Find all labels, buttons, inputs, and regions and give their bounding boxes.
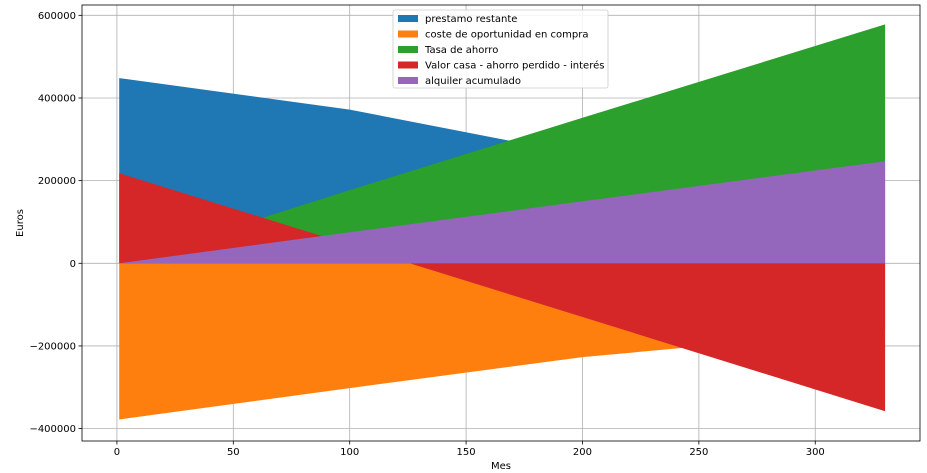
y-tick-label-4: 400000 <box>38 93 76 104</box>
legend-label-3: Valor casa - ahorro perdido - interés <box>425 60 604 72</box>
y-ticks: −400000 −200000 0 200000 400000 600000 <box>29 11 82 435</box>
legend-swatch-4 <box>398 77 418 84</box>
x-axis-label: Mes <box>491 461 511 472</box>
y-tick-label-2: 0 <box>70 259 76 270</box>
x-tick-label-3: 150 <box>457 447 476 458</box>
legend-label-2: Tasa de ahorro <box>424 45 498 56</box>
x-ticks: 0 50 100 150 200 250 300 <box>114 441 825 458</box>
plot-frame <box>81 4 921 442</box>
x-tick-label-5: 250 <box>689 447 708 458</box>
legend-swatch-0 <box>398 15 418 22</box>
series-area-4 <box>119 161 886 264</box>
legend: prestamo restante coste de oportunidad en… <box>392 9 609 89</box>
y-axis-label: Euros <box>15 209 26 237</box>
y-tick-label-1: −200000 <box>29 341 76 352</box>
x-tick-label-6: 300 <box>806 447 825 458</box>
x-tick-label-2: 100 <box>340 447 359 458</box>
legend-swatch-3 <box>398 61 418 69</box>
x-tick-label-0: 0 <box>114 447 120 458</box>
series-areas <box>119 24 886 420</box>
legend-label-0: prestamo restante <box>425 14 517 25</box>
x-tick-label-1: 50 <box>227 447 240 458</box>
legend-label-1: coste de oportunidad en compra <box>425 30 588 41</box>
legend-label-4: alquiler acumulado <box>425 76 521 87</box>
x-tick-label-4: 200 <box>573 447 592 458</box>
legend-swatch-2 <box>398 46 418 53</box>
legend-box <box>392 9 609 89</box>
y-tick-label-0: −400000 <box>29 424 76 435</box>
y-tick-label-3: 200000 <box>38 176 76 187</box>
legend-swatch-1 <box>398 30 418 38</box>
series-area-3 <box>119 173 886 412</box>
y-tick-label-5: 600000 <box>38 11 76 22</box>
